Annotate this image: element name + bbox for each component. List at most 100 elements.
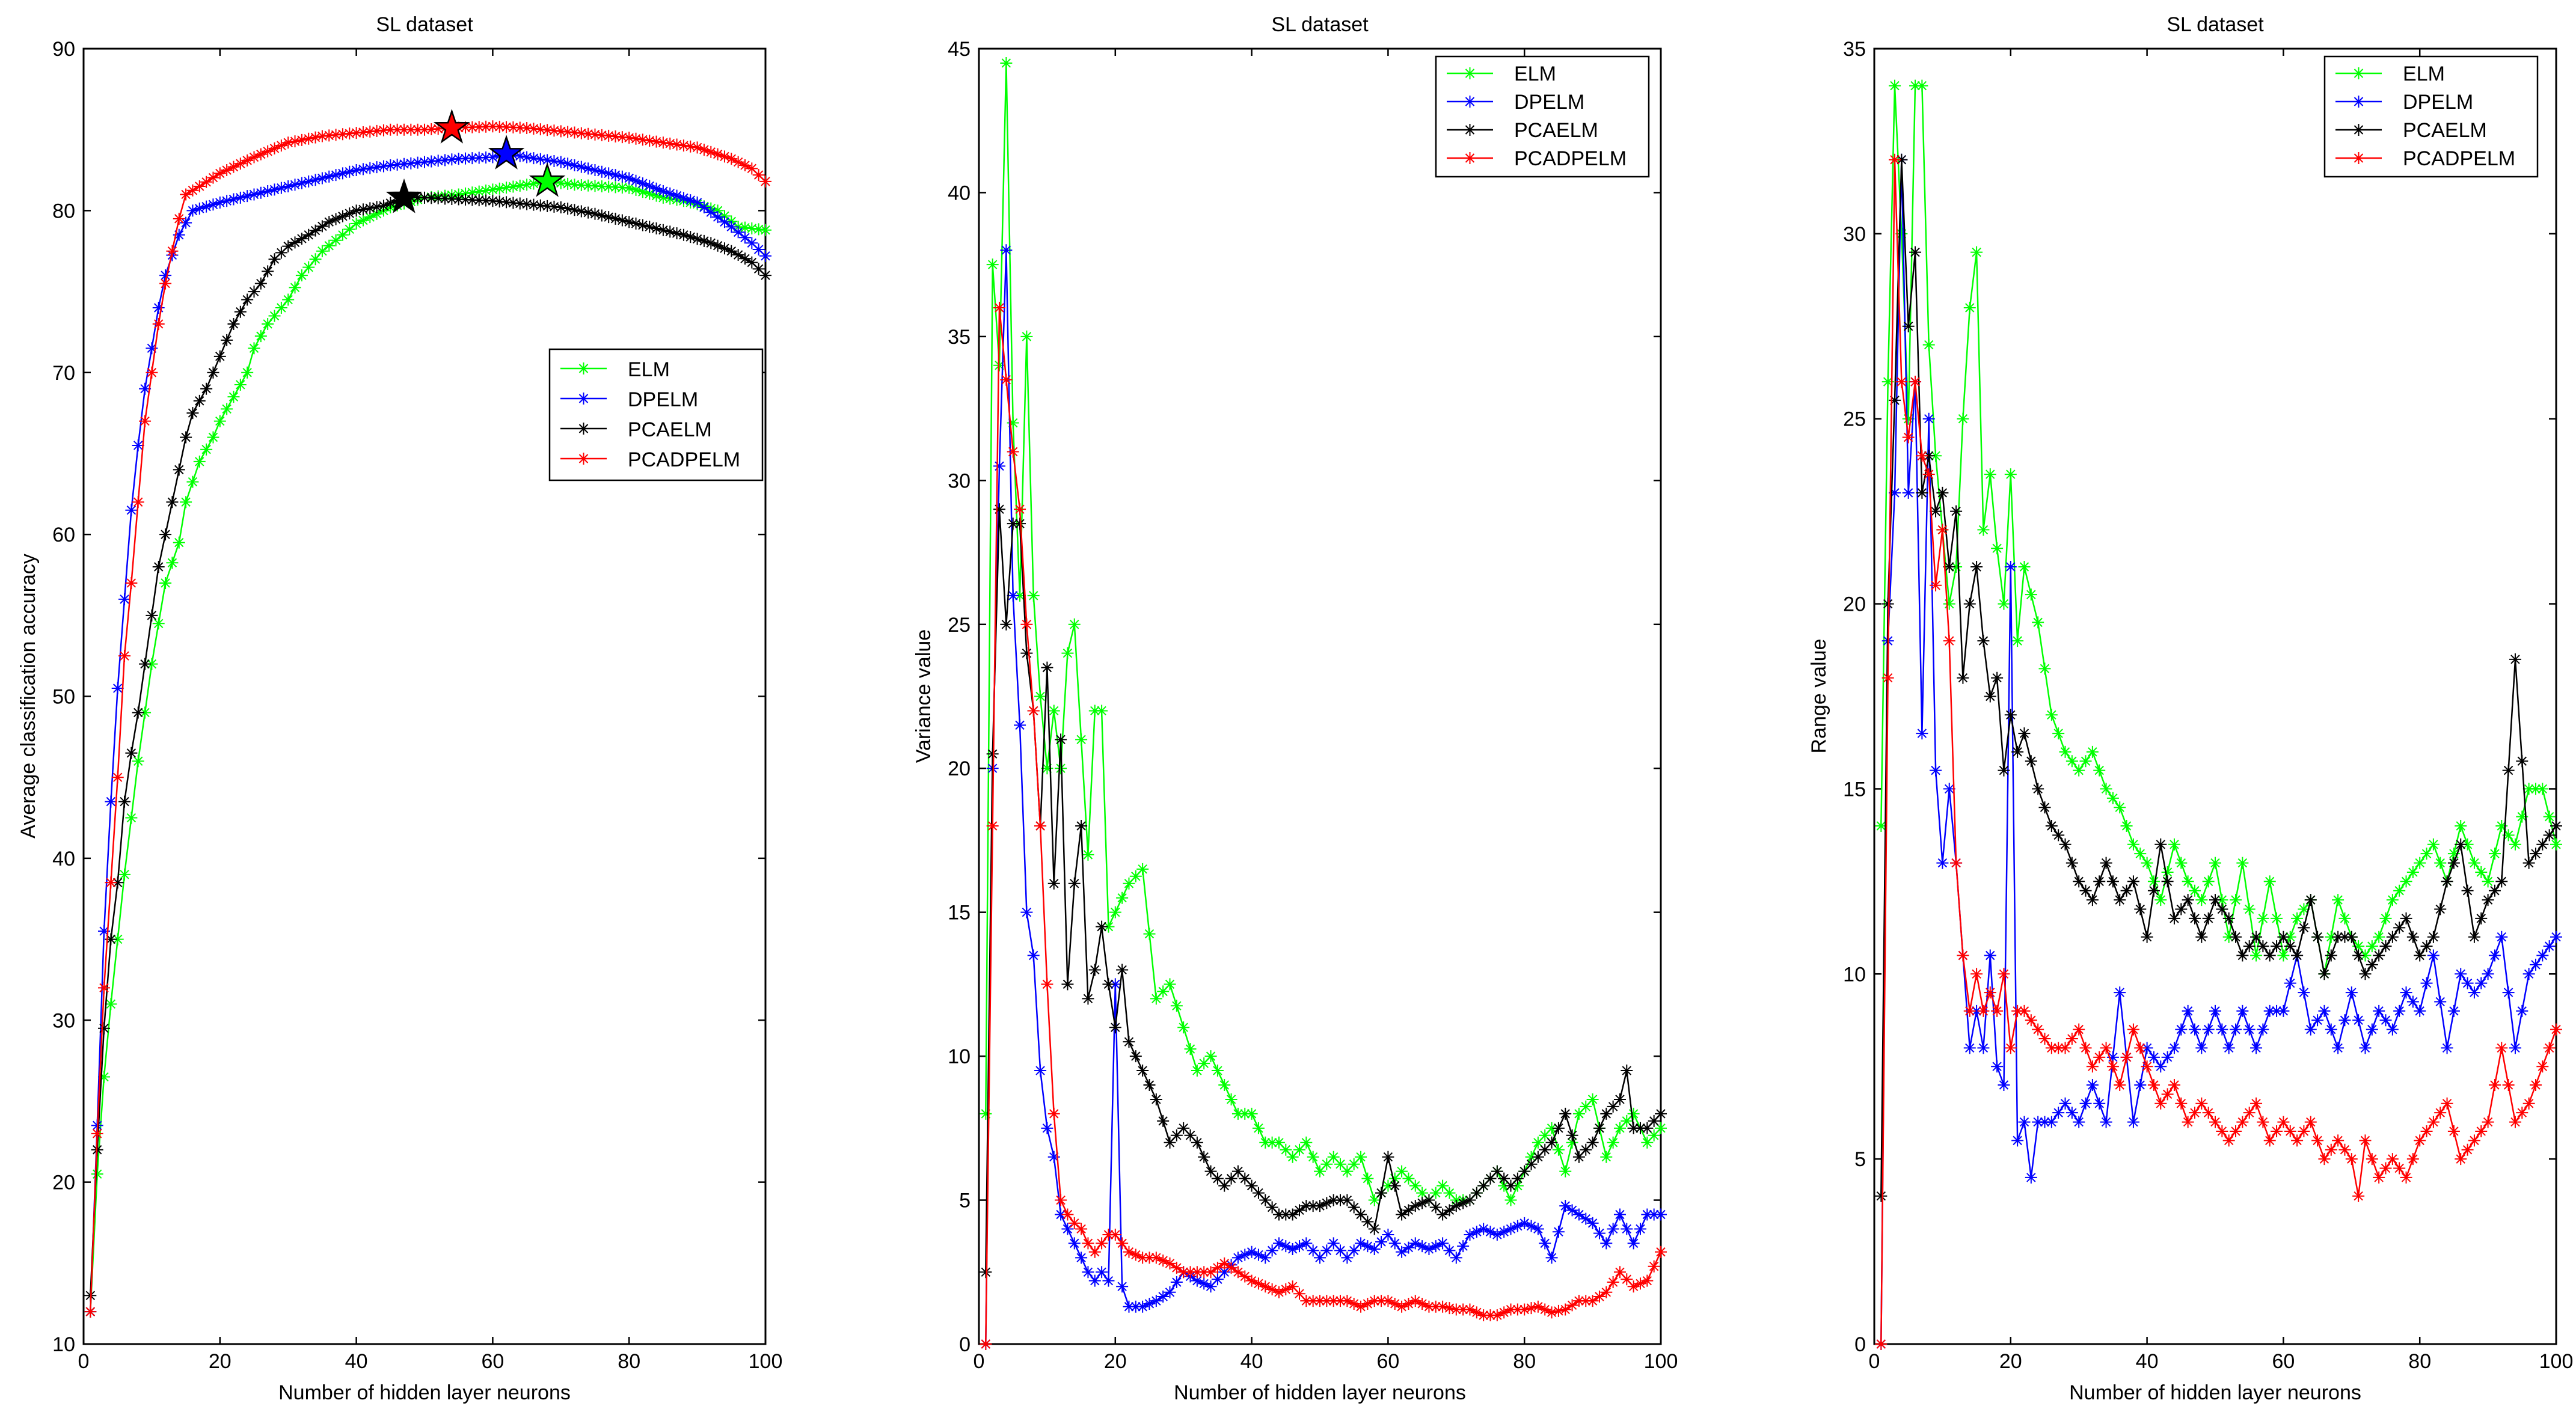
variance-point-elm [1259,1136,1272,1149]
variance-point-pcadpelm [1334,1295,1347,1307]
accuracy-point-elm [139,706,152,719]
variance-point-elm [1532,1136,1544,1149]
range-point-elm [1984,468,1996,481]
variance-point-pcaelm [1266,1201,1278,1214]
variance-point-dpelm [1621,1223,1633,1235]
variance-point-pcadpelm [1613,1266,1626,1279]
range-point-pcaelm [2059,838,2072,851]
accuracy-point-pcaelm [486,195,499,207]
variance-point-pcadpelm [1109,1229,1121,1241]
range-point-elm [2543,810,2556,823]
accuracy-point-pcadpelm [193,180,206,192]
variance-point-pcadpelm [1580,1295,1592,1307]
variance-point-elm [986,258,999,271]
accuracy-point-dpelm [684,194,697,207]
accuracy-point-elm [582,179,595,192]
variance-point-dpelm [1423,1242,1435,1255]
range-point-dpelm [2536,949,2549,962]
variance-point-pcaelm [1020,647,1033,659]
accuracy-point-elm [616,181,628,194]
range-point-pcaelm [2482,894,2494,906]
variance-point-pcaelm [1566,1129,1578,1141]
accuracy-point-pcaelm [500,196,513,209]
accuracy-point-elm [507,180,520,193]
range-point-pcadpelm [1889,153,1901,166]
variance-point-pcaelm [1586,1136,1599,1149]
range-point-pcadpelm [2509,1116,2521,1128]
accuracy-point-dpelm [323,170,336,183]
variance-point-pcaelm [1204,1165,1217,1178]
range-point-pcaelm [1970,561,1983,573]
variance-point-elm [1109,906,1121,918]
range-legend-label-pcadpelm: PCADPELM [2403,147,2515,170]
variance-point-pcadpelm [1437,1300,1449,1313]
range-point-pcadpelm [2154,1097,2167,1110]
variance-point-pcaelm [1184,1129,1197,1141]
variance-point-dpelm [1102,1274,1115,1287]
range-point-dpelm [2468,986,2480,999]
variance-point-pcadpelm [1368,1295,1381,1307]
variance-point-elm [1191,1065,1203,1077]
accuracy-point-pcaelm [575,205,587,218]
accuracy-point-pcaelm [452,193,465,206]
accuracy-point-elm [241,366,254,379]
range-point-pcadpelm [2120,1051,2133,1063]
range-point-pcadpelm [2236,1116,2249,1128]
accuracy-point-pcadpelm [221,164,233,177]
variance-xtick-label: 40 [1240,1350,1263,1373]
variance-point-pcadpelm [1361,1297,1374,1310]
range-point-dpelm [2495,931,2508,943]
variance-point-pcaelm [1361,1215,1374,1228]
range-point-pcadpelm [2059,1042,2072,1054]
range-point-dpelm [2516,1004,2528,1017]
variance-point-elm [1627,1107,1640,1120]
variance-point-pcaelm [1511,1172,1524,1185]
range-point-pcaelm [1950,505,1963,518]
range-point-dpelm [2529,958,2542,971]
range-point-pcaelm [2209,894,2221,906]
variance-point-dpelm [1088,1274,1101,1287]
variance-point-elm [1116,891,1129,904]
variance-point-pcaelm [1498,1172,1510,1185]
accuracy-point-dpelm [711,211,724,224]
accuracy-point-pcadpelm [521,121,533,134]
range-point-elm [2168,838,2180,851]
accuracy-point-pcaelm [568,204,581,216]
variance-point-pcaelm [1416,1197,1429,1209]
range-point-elm [2120,820,2133,832]
accuracy-point-pcaelm [521,198,533,210]
variance-point-pcadpelm [1327,1295,1340,1307]
accuracy-point-pcaelm [166,496,179,509]
variance-point-elm [1096,704,1108,717]
range-point-pcadpelm [2230,1125,2242,1137]
accuracy-legend-label-elm: ELM [628,358,670,381]
accuracy-point-pcaelm [691,233,704,245]
accuracy-point-elm [248,342,260,355]
variance-xtick-label: 60 [1376,1350,1399,1373]
accuracy-point-pcaelm [254,277,267,290]
variance-point-dpelm [1116,1280,1129,1293]
variance-point-pcaelm [1470,1187,1483,1199]
accuracy-point-pcaelm [275,246,287,259]
range-point-pcadpelm [2495,1042,2508,1054]
accuracy-point-pcadpelm [473,121,485,133]
range-point-elm [1930,450,1942,462]
accuracy-point-pcadpelm [370,124,383,137]
accuracy-point-pcadpelm [752,169,765,182]
range-point-elm [2495,820,2508,832]
variance-point-pcadpelm [1320,1295,1333,1307]
range-point-dpelm [2311,1014,2324,1027]
variance-point-pcaelm [1252,1187,1265,1199]
variance-point-pcadpelm [1198,1266,1210,1279]
variance-point-pcaelm [1272,1208,1285,1221]
variance-point-dpelm [1634,1223,1646,1235]
accuracy-point-pcadpelm [670,138,683,151]
range-point-pcaelm [2106,875,2119,888]
range-point-pcaelm [2175,903,2188,915]
range-point-elm [1902,412,1915,425]
accuracy-point-dpelm [432,154,444,167]
variance-point-pcadpelm [1136,1251,1149,1264]
accuracy-point-elm [473,185,485,198]
accuracy-point-dpelm [521,151,533,163]
range-point-elm [2482,875,2494,888]
